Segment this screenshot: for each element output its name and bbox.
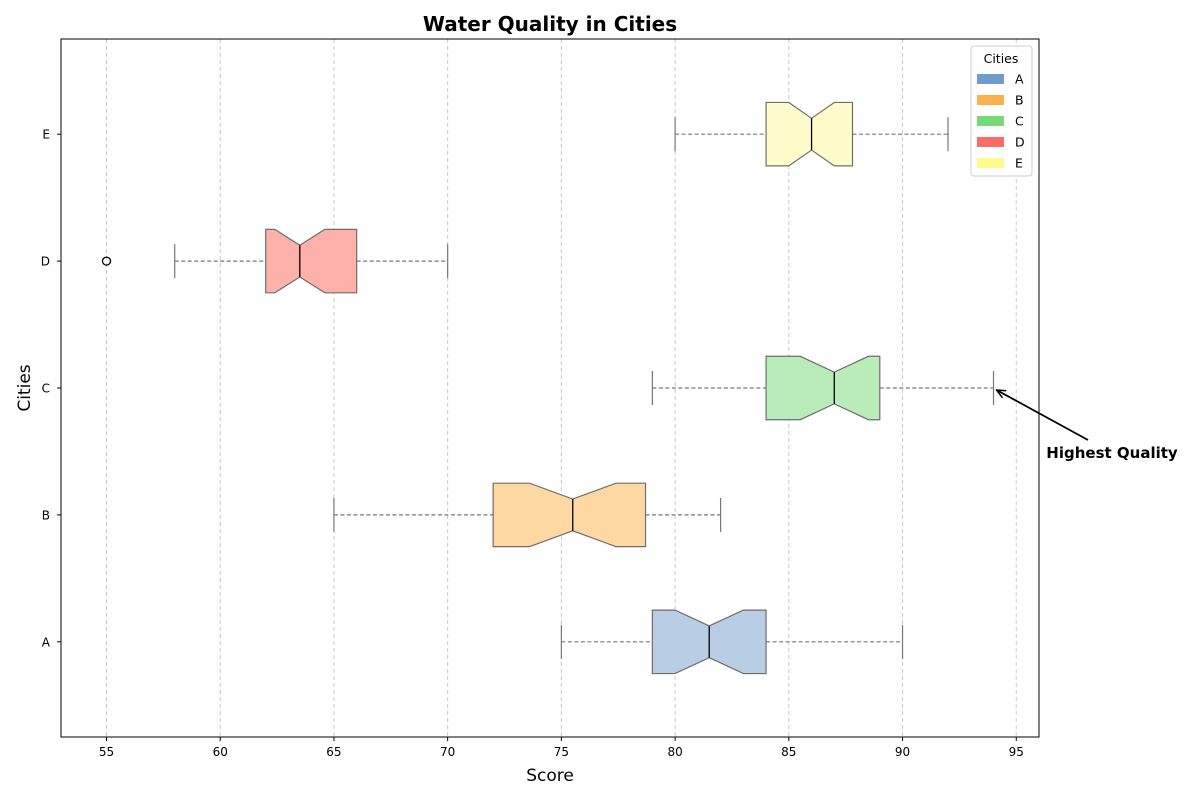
legend-entry-B: B — [977, 93, 1024, 108]
x-tick-label: 65 — [326, 745, 341, 759]
y-tick-label: C — [42, 382, 50, 396]
plot-frame — [60, 38, 1040, 738]
y-tick-label: A — [42, 635, 51, 649]
legend-label: E — [1015, 156, 1023, 171]
x-tick-label: 90 — [895, 745, 910, 759]
legend-swatch — [977, 158, 1004, 168]
y-axis-label: Cities — [15, 364, 35, 411]
x-tick-label: 75 — [554, 745, 569, 759]
box-E — [674, 101, 949, 167]
box-D — [101, 228, 449, 294]
y-tick-label: E — [42, 128, 50, 142]
annotation-text: Highest Quality — [1046, 444, 1178, 462]
legend-swatch — [977, 95, 1004, 105]
legend-swatch — [977, 116, 1004, 126]
legend-swatch — [977, 74, 1004, 84]
box-body — [265, 228, 358, 294]
box-body — [765, 101, 854, 167]
legend-title: Cities — [984, 51, 1019, 66]
x-tick-label: 95 — [1009, 745, 1024, 759]
legend-label: B — [1015, 93, 1024, 108]
x-tick-label: 60 — [213, 745, 228, 759]
x-tick-label: 80 — [667, 745, 682, 759]
x-tick-label: 85 — [781, 745, 796, 759]
legend-label: C — [1015, 114, 1024, 129]
box-A — [560, 609, 904, 675]
legend-entry-E: E — [977, 156, 1023, 171]
y-tick-label: D — [41, 255, 50, 269]
x-tick-label: 55 — [99, 745, 114, 759]
x-tick-label: 70 — [440, 745, 455, 759]
y-tick-label: B — [42, 508, 50, 522]
x-axis-label: Score — [526, 766, 574, 786]
box-body — [765, 355, 881, 421]
x-axis-ticks: 55 60 65 70 75 80 85 90 95 — [99, 737, 1024, 759]
legend-label: D — [1015, 135, 1025, 150]
box-C — [651, 355, 995, 421]
legend-swatch — [977, 137, 1004, 147]
legend-label: A — [1015, 72, 1024, 87]
chart-title: Water Quality in Cities — [423, 12, 677, 36]
y-axis-ticks: A B C D E — [41, 128, 61, 649]
box-layer — [101, 101, 995, 675]
legend-entry-D: D — [977, 135, 1025, 150]
legend-entry-C: C — [977, 114, 1024, 129]
legend-entry-A: A — [977, 72, 1024, 87]
box-B — [333, 482, 722, 548]
annotation-arrow — [997, 390, 1089, 441]
annotation: Highest Quality — [997, 390, 1178, 462]
box-body — [492, 482, 647, 548]
outlier-point — [101, 256, 112, 266]
